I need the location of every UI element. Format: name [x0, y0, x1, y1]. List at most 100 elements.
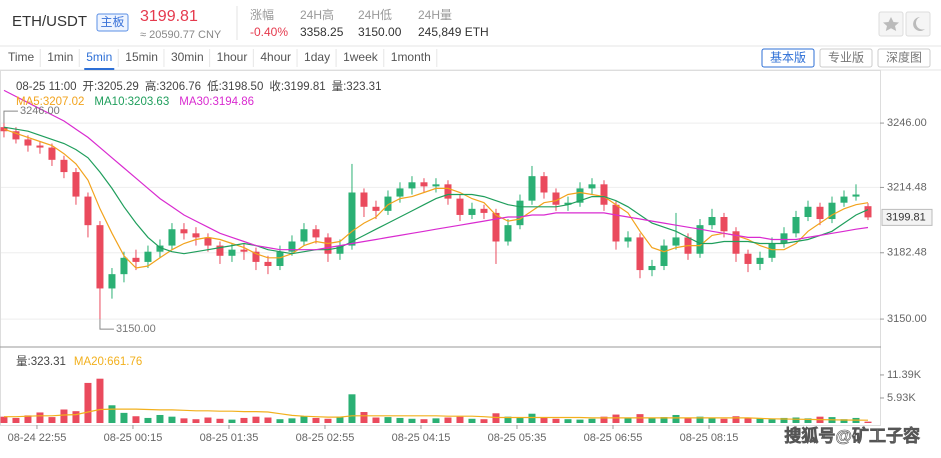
volume-bar [84, 382, 92, 423]
candle-body [636, 237, 644, 271]
y-tick-label: 3214.48 [887, 181, 927, 193]
candle-body [828, 202, 836, 220]
volume-bar [480, 419, 488, 423]
x-tick-label: 08-25 06:55 [584, 432, 643, 444]
candle-body [72, 172, 80, 197]
volume-bar [360, 412, 368, 423]
x-tick-label: 08-25 04:15 [392, 432, 451, 444]
y-tick-label: 3150.00 [887, 313, 927, 325]
volume-bar [720, 418, 728, 423]
volume-bar [684, 417, 692, 423]
interval-tab[interactable]: 1hour [217, 50, 248, 64]
candle-body [216, 245, 224, 256]
interval-tab[interactable]: 1min [47, 50, 73, 64]
volume-bar [468, 418, 476, 423]
stat-label: 24H高 [300, 7, 334, 22]
pair: ETH/USDT [12, 13, 87, 30]
candle-body [708, 216, 716, 226]
candle-body [768, 243, 776, 258]
volume-bar [444, 417, 452, 423]
candle-body [300, 229, 308, 242]
volume-bar [288, 418, 296, 423]
interval-tab[interactable]: 5min [86, 50, 112, 64]
candle-body [600, 184, 608, 205]
candle-body [204, 237, 212, 246]
view-button[interactable] [819, 48, 873, 68]
interval-tab[interactable]: 1day [304, 50, 330, 64]
interval-tab[interactable]: 1week [343, 50, 379, 64]
volume-bar [768, 419, 776, 423]
candle-body [132, 257, 140, 262]
candle-body [756, 257, 764, 264]
volume-bar [72, 411, 80, 423]
candle-body [456, 198, 464, 215]
x-tick-label: 08-25 01:35 [200, 432, 259, 444]
volume-legend: 量:323.31 [16, 355, 66, 368]
volume-bar [528, 413, 536, 423]
volume-bar [456, 416, 464, 423]
x-tick-label: 08-25 05:35 [488, 432, 547, 444]
candle-body [192, 233, 200, 238]
candle-body [504, 225, 512, 242]
candle-body [672, 237, 680, 246]
candle-body [312, 229, 320, 238]
volume-bar [312, 417, 320, 423]
candle-body [480, 208, 488, 213]
interval-tab[interactable]: 1month [391, 50, 431, 64]
volume-bar [600, 416, 608, 423]
candle-body [180, 229, 188, 234]
interval-tab[interactable]: 30min [171, 50, 204, 64]
header-bg [0, 0, 941, 45]
volume-bar [516, 417, 524, 423]
interval-tab[interactable]: 4hour [260, 50, 291, 64]
volume-bar [732, 416, 740, 423]
moon-icon [913, 17, 925, 31]
stat-value: 245,849 ETH [418, 25, 489, 39]
candle-body [732, 231, 740, 254]
volume-bar [60, 409, 68, 423]
candle-body [792, 216, 800, 234]
candle-body [492, 212, 500, 242]
volume-bar [660, 417, 668, 423]
candle-body [240, 249, 248, 252]
info-field: 低:3198.50 [207, 80, 263, 93]
theme-button[interactable] [905, 11, 931, 37]
candle-body [288, 241, 296, 252]
volume-bar [780, 417, 788, 423]
view-button-label[interactable]: 专业版 [828, 50, 864, 65]
candle-body [564, 202, 572, 205]
candle-body [384, 196, 392, 211]
volume-bar [552, 418, 560, 423]
volume-bar [564, 419, 572, 423]
ma-line [3, 126, 869, 255]
volume-bar [648, 417, 656, 423]
view-button[interactable] [761, 48, 815, 68]
badge: 主板 [100, 15, 124, 29]
info-field: 08-25 11:00 [16, 81, 77, 93]
candle-body [408, 182, 416, 189]
candle-body [60, 159, 68, 173]
candle-body [96, 225, 104, 289]
interval-tab[interactable]: Time [8, 50, 35, 64]
view-button[interactable] [877, 48, 931, 68]
view-button-label[interactable]: 深度图 [886, 50, 922, 65]
candle-body [396, 188, 404, 197]
volume-bar [396, 417, 404, 423]
interval-tab[interactable]: 15min [125, 50, 158, 64]
candle-body [444, 184, 452, 199]
y-tick-label: 5.93K [887, 392, 916, 404]
candle-body [720, 216, 728, 232]
chart-frame [0, 70, 881, 426]
watermark: 搜狐号@矿工子容 [784, 425, 920, 445]
candle-body [624, 237, 632, 242]
volume-bar [216, 418, 224, 423]
stat-value: -0.40% [250, 25, 288, 39]
legend-entry: MA10:3203.63 [94, 96, 169, 108]
volume-bar [240, 417, 248, 423]
candle-body [864, 206, 872, 218]
volume-bar [36, 412, 44, 423]
candle-body [360, 192, 368, 207]
view-button-label[interactable]: 基本版 [770, 51, 806, 65]
